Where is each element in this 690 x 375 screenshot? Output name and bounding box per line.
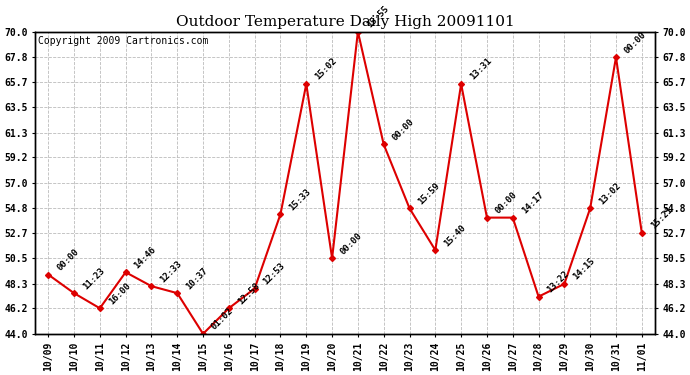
Text: 16:00: 16:00	[107, 281, 132, 306]
Text: 15:21: 15:21	[649, 205, 674, 231]
Text: 15:02: 15:02	[313, 57, 339, 82]
Text: 14:46: 14:46	[132, 245, 158, 270]
Text: 00:00: 00:00	[623, 30, 649, 55]
Text: 14:17: 14:17	[520, 190, 545, 216]
Text: 14:15: 14:15	[571, 256, 597, 282]
Title: Outdoor Temperature Daily High 20091101: Outdoor Temperature Daily High 20091101	[176, 15, 514, 29]
Text: 13:31: 13:31	[468, 57, 493, 82]
Text: 15:33: 15:33	[288, 187, 313, 212]
Text: 13:22: 13:22	[546, 269, 571, 294]
Text: 12:58: 12:58	[236, 281, 262, 306]
Text: 15:59: 15:59	[417, 181, 442, 206]
Text: 00:00: 00:00	[339, 231, 364, 256]
Text: 12:33: 12:33	[159, 259, 184, 284]
Text: 12:53: 12:53	[262, 261, 287, 286]
Text: 01:02: 01:02	[210, 306, 235, 332]
Text: 13:02: 13:02	[597, 181, 622, 206]
Text: 00:00: 00:00	[494, 190, 520, 216]
Text: 15:40: 15:40	[442, 223, 468, 248]
Text: 00:00: 00:00	[55, 247, 81, 272]
Text: 00:00: 00:00	[391, 117, 416, 142]
Text: 15:55: 15:55	[365, 4, 391, 30]
Text: 11:23: 11:23	[81, 266, 106, 291]
Text: Copyright 2009 Cartronics.com: Copyright 2009 Cartronics.com	[39, 36, 209, 46]
Text: 10:37: 10:37	[184, 266, 210, 291]
